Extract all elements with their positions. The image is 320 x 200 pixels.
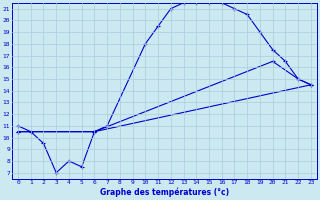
X-axis label: Graphe des températures (°c): Graphe des températures (°c): [100, 188, 229, 197]
